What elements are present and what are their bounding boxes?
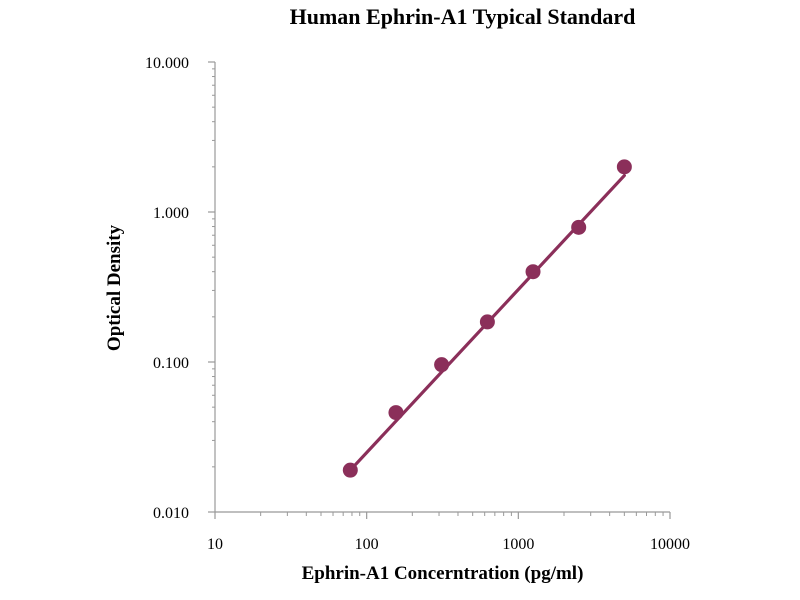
x-tick-label: 1000 bbox=[502, 536, 534, 553]
x-tick-label: 10000 bbox=[650, 536, 690, 553]
x-axis-label: Ephrin-A1 Concerntration (pg/ml) bbox=[301, 563, 584, 584]
data-point bbox=[388, 405, 404, 421]
x-tick-label: 100 bbox=[355, 536, 379, 553]
y-tick-label: 1.000 bbox=[153, 205, 189, 222]
axes bbox=[208, 61, 671, 519]
data-point bbox=[616, 159, 632, 175]
data-point bbox=[479, 314, 495, 330]
tick-labels: 10.000 1.000 0.100 0.010 10 100 1000 10000 bbox=[145, 55, 690, 553]
data-point bbox=[525, 264, 541, 280]
data-point bbox=[342, 462, 358, 478]
y-tick-label: 10.000 bbox=[145, 55, 189, 72]
y-tick-label: 0.010 bbox=[153, 505, 189, 522]
data-point bbox=[434, 357, 450, 373]
data-marks bbox=[342, 159, 632, 478]
x-tick-label: 10 bbox=[207, 536, 223, 553]
chart-title: Human Ephrin-A1 Typical Standard bbox=[289, 4, 636, 29]
data-point bbox=[571, 219, 587, 235]
y-tick-label: 0.100 bbox=[153, 355, 189, 372]
